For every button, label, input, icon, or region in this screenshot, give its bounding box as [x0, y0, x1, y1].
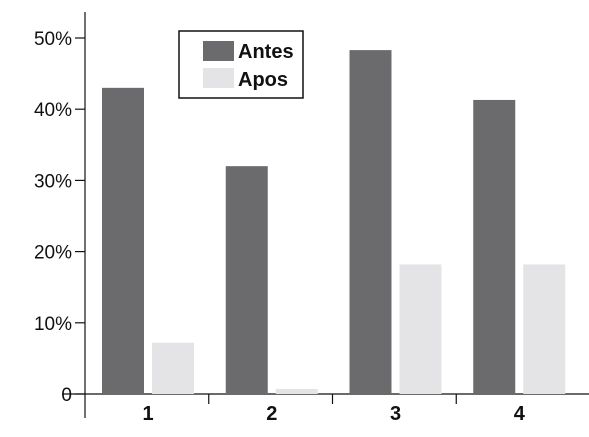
y-tick-label: 10% — [34, 314, 72, 335]
y-tick-label: 20% — [34, 243, 72, 264]
x-axis: 1 2 3 4 — [62, 393, 589, 425]
y-tick-label: 0 — [61, 385, 72, 406]
y-tick-label: 30% — [34, 171, 72, 192]
bar-antes-3 — [349, 50, 392, 394]
x-category-label: 1 — [142, 403, 153, 425]
bar-apos-2 — [275, 389, 318, 394]
legend: Antes Apos — [178, 30, 304, 99]
x-category-label: 2 — [266, 403, 277, 425]
y-axis: 0 10% 20% 30% 40% 50% — [34, 12, 86, 418]
x-category-label: 4 — [514, 403, 526, 425]
legend-label-apos: Apos — [238, 69, 288, 91]
legend-label-antes: Antes — [238, 41, 294, 63]
legend-box — [178, 30, 304, 99]
bar-antes-2 — [225, 166, 268, 394]
legend-swatch-apos — [203, 68, 234, 88]
bar-apos-1 — [152, 342, 194, 394]
x-category-label: 3 — [390, 403, 401, 425]
bar-antes-4 — [473, 99, 516, 394]
bar-apos-4 — [523, 264, 566, 394]
bar-apos-3 — [399, 264, 442, 394]
bars — [102, 50, 566, 394]
y-tick-label: 50% — [34, 29, 72, 50]
bar-antes-1 — [102, 87, 144, 394]
y-tick-label: 40% — [34, 100, 72, 121]
legend-swatch-antes — [203, 41, 234, 61]
